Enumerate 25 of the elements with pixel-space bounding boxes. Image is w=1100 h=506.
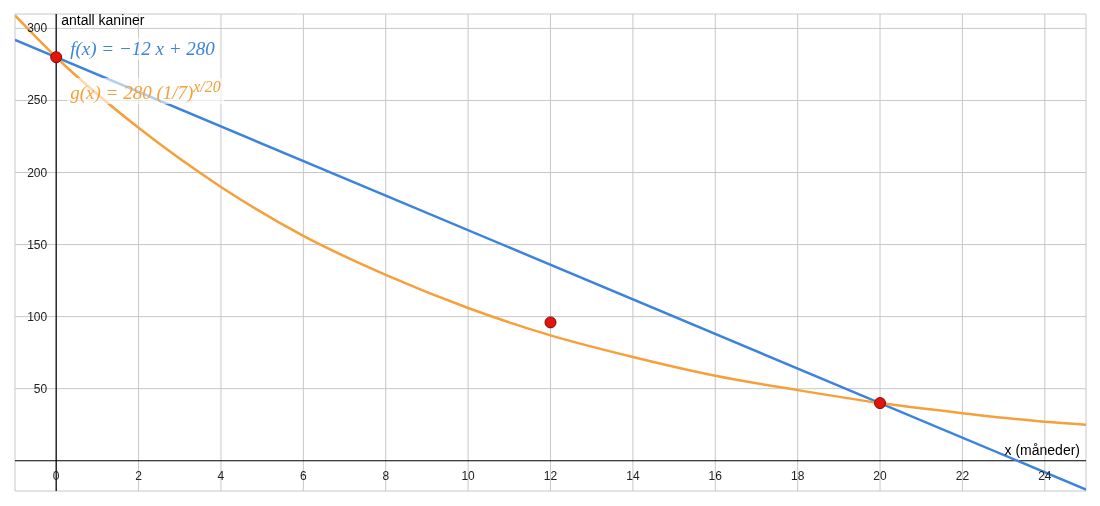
x-tick-label: 18 bbox=[790, 468, 805, 483]
x-tick-label: 12 bbox=[543, 468, 558, 483]
x-tick-label: 10 bbox=[461, 468, 476, 483]
x-tick-label: 2 bbox=[135, 468, 143, 483]
y-axis-title: antall kaniner bbox=[61, 12, 145, 28]
point bbox=[50, 51, 63, 64]
point bbox=[874, 397, 887, 410]
x-tick-label: 8 bbox=[382, 468, 390, 483]
y-tick-label: 300 bbox=[27, 21, 48, 36]
series-label: f(x) = −12 x + 280 bbox=[67, 38, 218, 60]
x-axis-title: x (måneder) bbox=[1004, 441, 1080, 458]
x-tick-label: 24 bbox=[1038, 468, 1052, 483]
x-tick-label: 22 bbox=[955, 468, 970, 483]
point bbox=[544, 316, 557, 329]
x-tick-label: 16 bbox=[708, 468, 723, 483]
y-tick-label: 250 bbox=[27, 93, 48, 108]
x-tick-label: 4 bbox=[217, 468, 225, 483]
y-tick-label: 100 bbox=[27, 309, 48, 324]
y-tick-label: 150 bbox=[27, 237, 48, 252]
y-tick-label: 50 bbox=[33, 381, 48, 396]
x-tick-label: 6 bbox=[300, 468, 307, 483]
y-tick-label: 200 bbox=[27, 165, 48, 180]
series-label: g(x) = 280 (1/7)$^{x/20}$ bbox=[67, 78, 224, 105]
x-tick-label: 20 bbox=[873, 468, 888, 483]
x-tick-label: 14 bbox=[626, 468, 640, 483]
